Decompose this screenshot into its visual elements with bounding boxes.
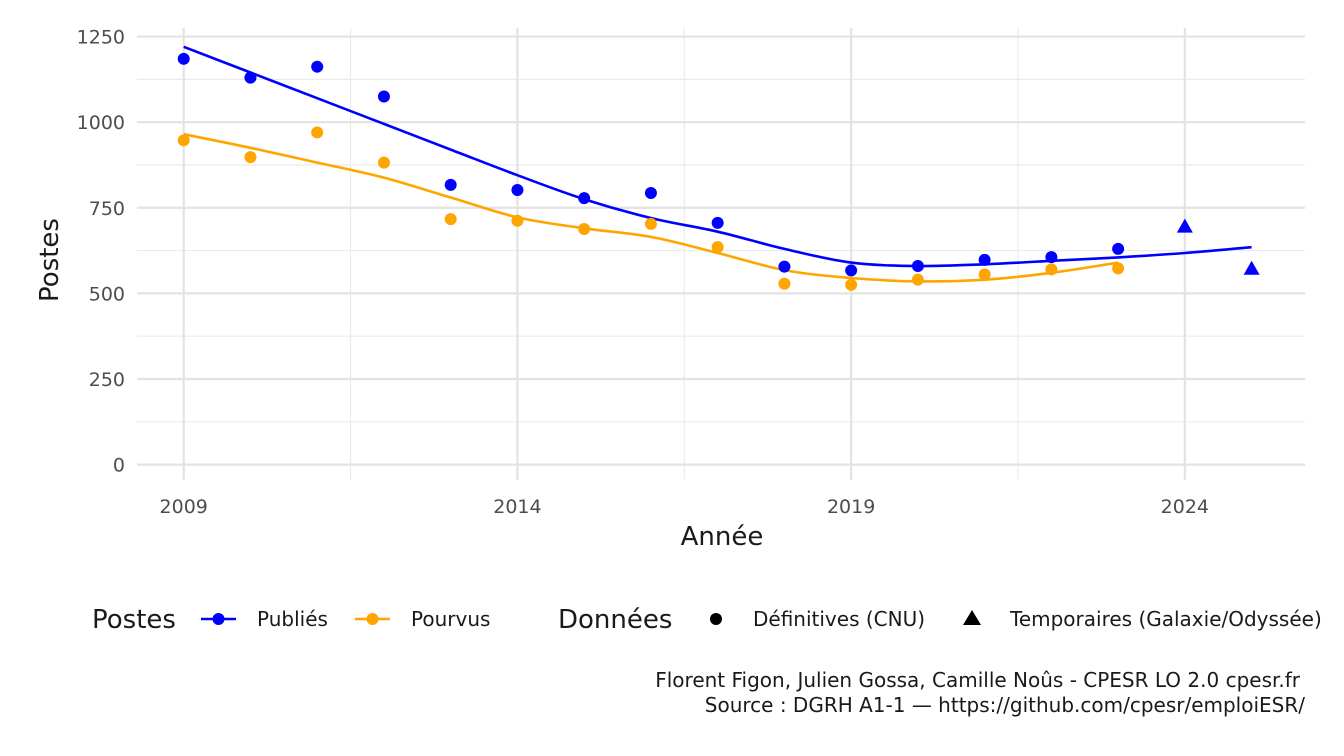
y-axis-title: Postes <box>35 218 65 302</box>
data-point <box>177 52 190 65</box>
legend-title-postes: Postes <box>92 605 176 635</box>
caption-source: Source : DGRH A1-1 — https://github.com/… <box>705 693 1305 717</box>
data-point <box>1045 263 1058 276</box>
caption-authors: Florent Figon, Julien Gossa, Camille Noû… <box>655 668 1301 692</box>
x-tick-labels: 2009 2014 2019 2024 <box>160 496 1210 518</box>
data-point <box>377 156 390 169</box>
data-point <box>177 134 190 147</box>
y-tick-label: 250 <box>89 369 125 391</box>
y-tick-label: 0 <box>113 455 125 477</box>
data-point <box>911 273 924 286</box>
data-point <box>978 268 991 281</box>
y-tick-label: 750 <box>89 198 125 220</box>
data-point <box>311 126 324 139</box>
data-point <box>711 216 724 229</box>
data-point <box>778 277 791 290</box>
y-tick-label: 500 <box>89 283 125 305</box>
legend-label-pourvus: Pourvus <box>411 607 490 631</box>
legend-key-publies <box>201 613 236 625</box>
data-point <box>511 183 524 196</box>
y-tick-labels: 0 250 500 750 1000 1250 <box>77 27 125 477</box>
data-point <box>911 259 924 272</box>
data-point <box>644 187 657 200</box>
data-point <box>778 260 791 273</box>
legend-label-publies: Publiés <box>257 607 328 631</box>
y-tick-label: 1000 <box>77 112 125 134</box>
legend: Postes Publiés Pourvus Données Définitiv… <box>92 605 1322 635</box>
data-point <box>444 178 457 191</box>
x-tick-label: 2014 <box>493 496 541 518</box>
data-point <box>711 241 724 254</box>
legend-label-definitives: Définitives (CNU) <box>753 607 925 631</box>
data-point <box>978 253 991 266</box>
data-point <box>644 217 657 230</box>
data-point <box>845 264 858 277</box>
data-point <box>444 213 457 226</box>
data-point <box>1045 251 1058 264</box>
trend-line-1 <box>183 132 1119 283</box>
data-point <box>845 278 858 291</box>
y-tick-label: 1250 <box>77 27 125 49</box>
data-points <box>177 52 1260 291</box>
x-tick-label: 2009 <box>160 496 208 518</box>
data-point <box>578 223 591 236</box>
data-point <box>244 151 257 164</box>
x-tick-label: 2019 <box>827 496 875 518</box>
data-point <box>244 71 257 84</box>
data-point <box>1112 262 1125 275</box>
legend-label-temporaires: Temporaires (Galaxie/Odyssée) <box>1009 607 1322 631</box>
data-point <box>578 192 591 205</box>
legend-key-temporaires <box>963 610 981 625</box>
x-axis-title: Année <box>681 522 764 552</box>
data-point <box>511 214 524 227</box>
x-tick-label: 2024 <box>1161 496 1209 518</box>
data-point-triangle <box>1243 260 1260 275</box>
data-point <box>311 60 324 73</box>
trend-lines <box>183 45 1252 283</box>
data-point <box>1112 242 1125 255</box>
data-point-triangle <box>1176 218 1193 233</box>
trend-line-0 <box>183 45 1252 268</box>
legend-key-definitives <box>710 613 722 625</box>
legend-title-donnees: Données <box>558 605 672 635</box>
legend-key-pourvus <box>355 613 390 625</box>
data-point <box>377 90 390 103</box>
